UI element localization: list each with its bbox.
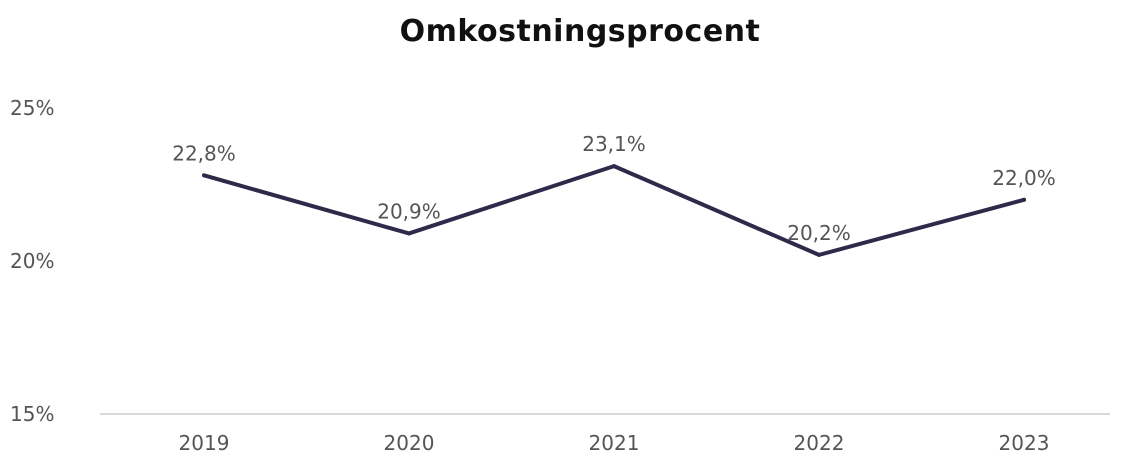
data-point: [1022, 197, 1026, 202]
y-tick-label: 15%: [10, 402, 54, 426]
data-label: 20,2%: [787, 221, 851, 245]
data-point: [612, 164, 616, 169]
data-label: 20,9%: [377, 199, 441, 223]
data-point: [817, 252, 821, 257]
x-axis: 2019 2020 2021 2022 2023: [179, 431, 1050, 455]
data-point: [202, 173, 206, 178]
data-label: 23,1%: [582, 132, 646, 156]
data-label: 22,8%: [172, 141, 236, 165]
x-tick-label: 2019: [179, 431, 230, 455]
x-tick-label: 2021: [589, 431, 640, 455]
y-axis: 15% 20% 25%: [10, 96, 54, 426]
series-line: [202, 164, 1026, 257]
y-tick-label: 25%: [10, 96, 54, 120]
data-label: 22,0%: [992, 166, 1056, 190]
x-tick-label: 2023: [999, 431, 1050, 455]
x-tick-label: 2022: [794, 431, 845, 455]
chart-title: Omkostningsprocent: [399, 14, 761, 49]
data-point: [407, 231, 411, 236]
data-labels: 22,8% 20,9% 23,1% 20,2% 22,0%: [172, 132, 1056, 257]
x-tick-label: 2020: [384, 431, 435, 455]
y-tick-label: 20%: [10, 249, 54, 273]
